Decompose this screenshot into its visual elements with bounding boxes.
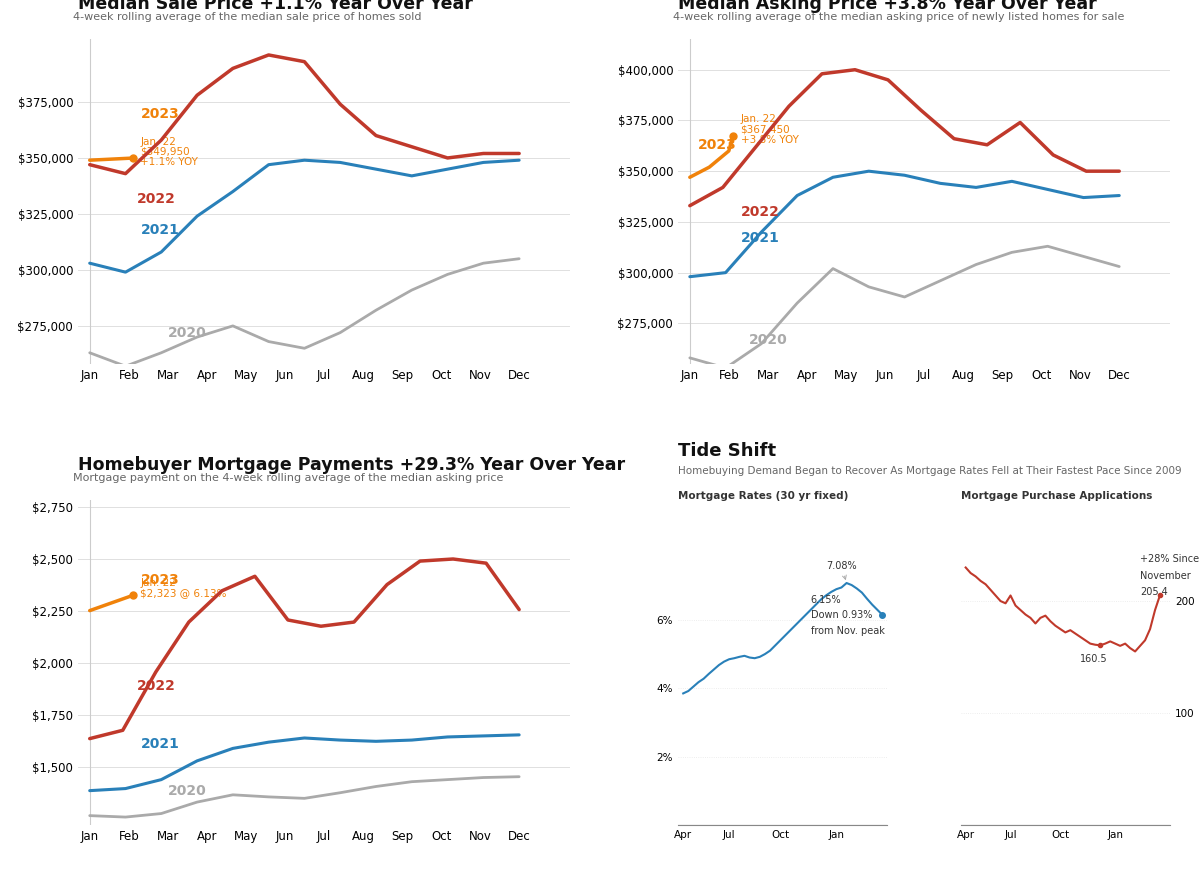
Text: 4-week rolling average of the median asking price of newly listed homes for sale: 4-week rolling average of the median ask… bbox=[673, 11, 1124, 22]
Text: 7.08%: 7.08% bbox=[826, 560, 857, 580]
Text: Jan. 22: Jan. 22 bbox=[740, 114, 776, 125]
Text: 2023: 2023 bbox=[697, 138, 737, 152]
Text: $367,450: $367,450 bbox=[740, 125, 790, 134]
Text: 2022: 2022 bbox=[137, 678, 175, 692]
Text: Tide Shift: Tide Shift bbox=[678, 442, 776, 460]
Text: Jan. 22: Jan. 22 bbox=[140, 578, 176, 588]
Text: 2021: 2021 bbox=[140, 737, 179, 751]
Text: Jan. 22: Jan. 22 bbox=[140, 136, 176, 147]
Text: from Nov. peak: from Nov. peak bbox=[811, 626, 884, 636]
Text: +1.1% YOY: +1.1% YOY bbox=[140, 156, 198, 167]
Text: 6.15%: 6.15% bbox=[811, 595, 841, 605]
Text: +3.8% YOY: +3.8% YOY bbox=[740, 134, 798, 145]
Text: Mortgage Rates (30 yr fixed): Mortgage Rates (30 yr fixed) bbox=[678, 491, 848, 500]
Text: 2021: 2021 bbox=[140, 223, 179, 237]
Text: $2,323 @ 6.13%: $2,323 @ 6.13% bbox=[140, 588, 227, 598]
Text: $349,950: $349,950 bbox=[140, 147, 190, 156]
Text: 160.5: 160.5 bbox=[1080, 654, 1108, 664]
Text: 205.4: 205.4 bbox=[1140, 588, 1168, 597]
Text: 4-week rolling average of the median sale price of homes sold: 4-week rolling average of the median sal… bbox=[73, 11, 421, 22]
Text: 2022: 2022 bbox=[740, 205, 780, 219]
Text: 2020: 2020 bbox=[168, 784, 206, 798]
Text: 2022: 2022 bbox=[137, 192, 175, 206]
Text: Median Sale Price +1.1% Year Over Year: Median Sale Price +1.1% Year Over Year bbox=[78, 0, 473, 13]
Text: Mortgage Purchase Applications: Mortgage Purchase Applications bbox=[961, 491, 1152, 500]
Text: Homebuying Demand Began to Recover As Mortgage Rates Fell at Their Fastest Pace : Homebuying Demand Began to Recover As Mo… bbox=[678, 466, 1182, 477]
Text: November: November bbox=[1140, 571, 1190, 581]
Text: Homebuyer Mortgage Payments +29.3% Year Over Year: Homebuyer Mortgage Payments +29.3% Year … bbox=[78, 456, 625, 474]
Text: Median Asking Price +3.8% Year Over Year: Median Asking Price +3.8% Year Over Year bbox=[678, 0, 1097, 13]
Text: +28% Since: +28% Since bbox=[1140, 553, 1199, 564]
Text: 2020: 2020 bbox=[168, 327, 206, 340]
Text: 2023: 2023 bbox=[140, 107, 179, 120]
Text: 2021: 2021 bbox=[740, 231, 780, 245]
Text: Mortgage payment on the 4-week rolling average of the median asking price: Mortgage payment on the 4-week rolling a… bbox=[73, 472, 504, 483]
Text: 2020: 2020 bbox=[749, 333, 787, 347]
Text: Down 0.93%: Down 0.93% bbox=[811, 610, 872, 620]
Text: 2023: 2023 bbox=[140, 573, 179, 587]
